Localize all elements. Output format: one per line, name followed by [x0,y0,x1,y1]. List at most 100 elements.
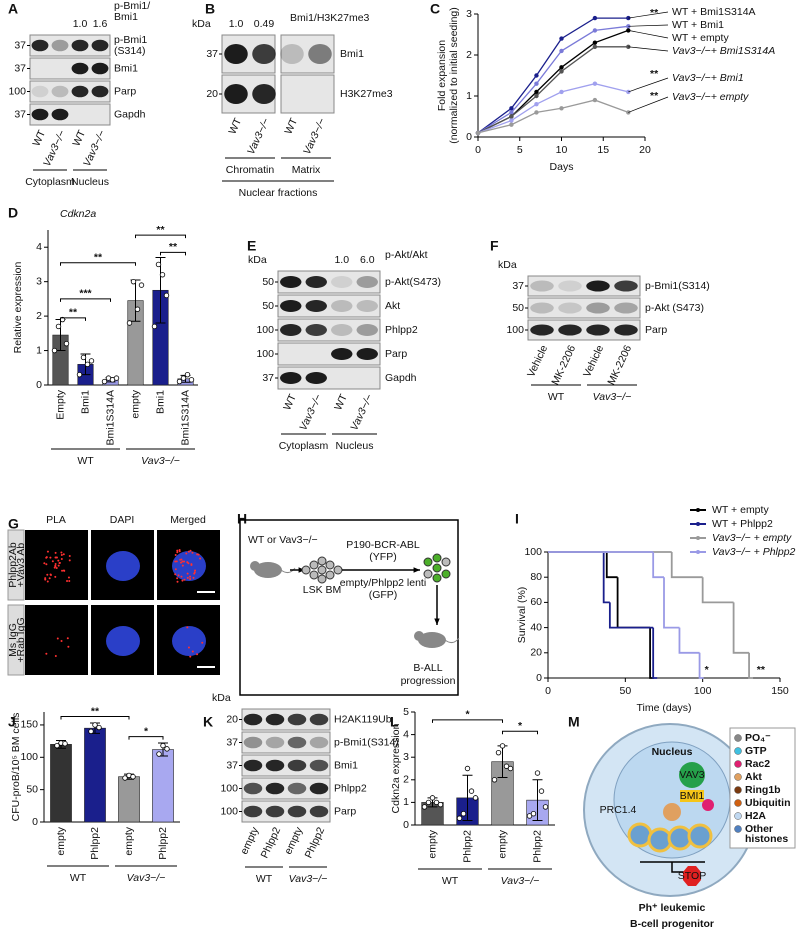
group-label: WT [256,873,273,885]
category-label: Bmi1 [79,390,91,414]
data-point [163,292,170,299]
x-axis-label: Time (days) [636,702,691,714]
pla-dot [60,639,63,642]
leader-line [628,24,669,27]
group-label: Nucleus [71,176,109,188]
band [91,39,109,52]
data-point [160,742,166,749]
legend-label: Other [745,823,773,835]
y-tick-label: 2 [403,774,409,786]
y-tick-label: 4 [403,728,409,740]
band [586,302,610,314]
pla-dot [177,574,180,577]
y-tick-label: 80 [530,571,542,583]
row-label-box [7,604,25,676]
y-tick-label: 0 [36,379,42,391]
band [51,108,69,121]
data-point [76,371,83,378]
error-bar [155,257,166,324]
data-point [472,795,479,801]
legend-label: Vav3−/− + empty [712,532,792,544]
column-header: PLA [46,514,66,526]
blot-label: p-Bmi1(S314) [645,280,710,292]
band [51,39,69,52]
model-text: VAV3 [679,769,704,781]
blot-label: Parp [114,85,136,97]
survival-step [652,627,658,679]
y-tick-label: 60 [530,596,542,608]
schematic-text: progression [401,675,456,687]
pla-dot [174,568,177,571]
panel-letter: B [205,1,215,17]
blot-label: H2AK119Ub [334,713,392,725]
point [559,36,564,41]
band [243,805,263,818]
pla-dot [181,560,184,563]
lane-label: Phlpp2 [259,825,284,860]
band [287,736,307,749]
significance: ** [156,224,165,236]
lane-label: WT [282,116,300,136]
cell-icon [317,556,327,566]
legend-swatch [734,734,742,742]
group-label: WT [77,455,94,467]
point [534,73,539,78]
pla-dot [183,578,186,581]
gene [640,861,705,873]
band [265,805,285,818]
mouse-icon [414,631,424,641]
lane-label: WT [30,128,48,148]
lane-label: Vav3−/− [348,392,375,432]
pla-dot [194,569,197,572]
band [614,302,638,314]
band [243,782,263,795]
survival-step [670,552,703,579]
pla-dot [174,553,177,556]
micrograph [25,530,88,600]
mouse-icon [418,632,446,648]
significance-bracket [160,251,186,256]
blot-label: p-Bmi1(S314) [334,736,399,748]
label: kDa [212,692,231,704]
series-label: WT + Bmi1 [672,19,724,31]
y-tick-label: 20 [530,647,542,659]
pla-dot [49,573,52,576]
band [280,44,304,64]
band [280,276,302,288]
histone [687,823,713,849]
pla-dot [68,580,71,583]
blot-label: Parp [334,805,356,817]
x-tick-label: 0 [475,144,481,156]
schematic-text: P190-BCR-ABL [346,539,420,551]
blot-label: Parp [645,324,667,336]
schematic-box [239,519,459,696]
significance: ** [91,705,100,717]
significance: ** [757,664,766,676]
band [356,324,378,336]
panel-letter: A [8,1,18,17]
column-header: DAPI [110,514,135,526]
blot-label: H3K27me3 [340,88,393,100]
kda-marker: 37 [262,372,274,384]
category-label: Phlpp2 [461,830,473,863]
band [305,276,327,288]
data-point [456,815,463,821]
significance-bracket [432,719,503,723]
ratio: 1.0 [73,18,88,30]
pla-dot [187,646,190,649]
lane-label: empty [282,825,305,857]
band [309,759,329,772]
pla-dot [44,577,47,580]
lane-label: Vav3−/− [245,116,272,156]
model-text: STOP [678,870,706,882]
category-label: Bmi1 [154,390,166,414]
pla-dot [176,577,179,580]
ratio: 6.0 [360,254,375,266]
category-label: empty [496,829,508,858]
category-label: empty [123,826,135,855]
ratio: 1.0 [334,254,349,266]
band [530,302,554,314]
nucleus [172,626,206,656]
x-axis-label: Days [550,161,574,173]
